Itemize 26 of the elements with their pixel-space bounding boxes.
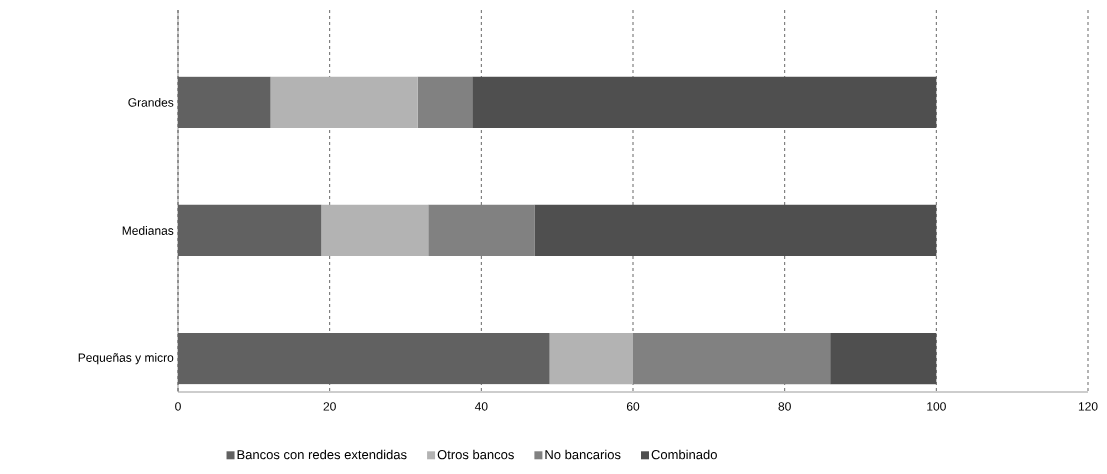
legend-label: No bancarios [545, 449, 621, 460]
bar [472, 76, 937, 128]
x-tick-label: 0 [175, 402, 181, 411]
bar [534, 204, 937, 257]
legend-label: Otros bancos [437, 449, 514, 460]
x-tick-label: 20 [323, 402, 336, 411]
bar [633, 333, 831, 385]
bar [270, 76, 418, 128]
bar [178, 76, 271, 128]
y-tick-label: Pequeñas y micro [78, 353, 174, 365]
x-tick-label: 120 [1078, 402, 1098, 411]
y-tick-label: Medianas [122, 226, 174, 235]
legend-label: Bancos con redes extendidas [237, 449, 407, 460]
x-tick-label: 60 [626, 402, 640, 411]
y-tick-label: Grandes [128, 97, 174, 107]
bar [428, 204, 535, 257]
bar [321, 204, 429, 257]
legend-label: Combinado [651, 449, 717, 460]
x-tick-label: 40 [474, 402, 488, 411]
x-tick-label: 80 [778, 402, 791, 411]
bar [178, 204, 322, 257]
bar [178, 333, 550, 385]
bar [549, 333, 634, 385]
bar [417, 76, 473, 128]
bar [830, 333, 937, 385]
x-tick-label: 100 [927, 402, 946, 411]
